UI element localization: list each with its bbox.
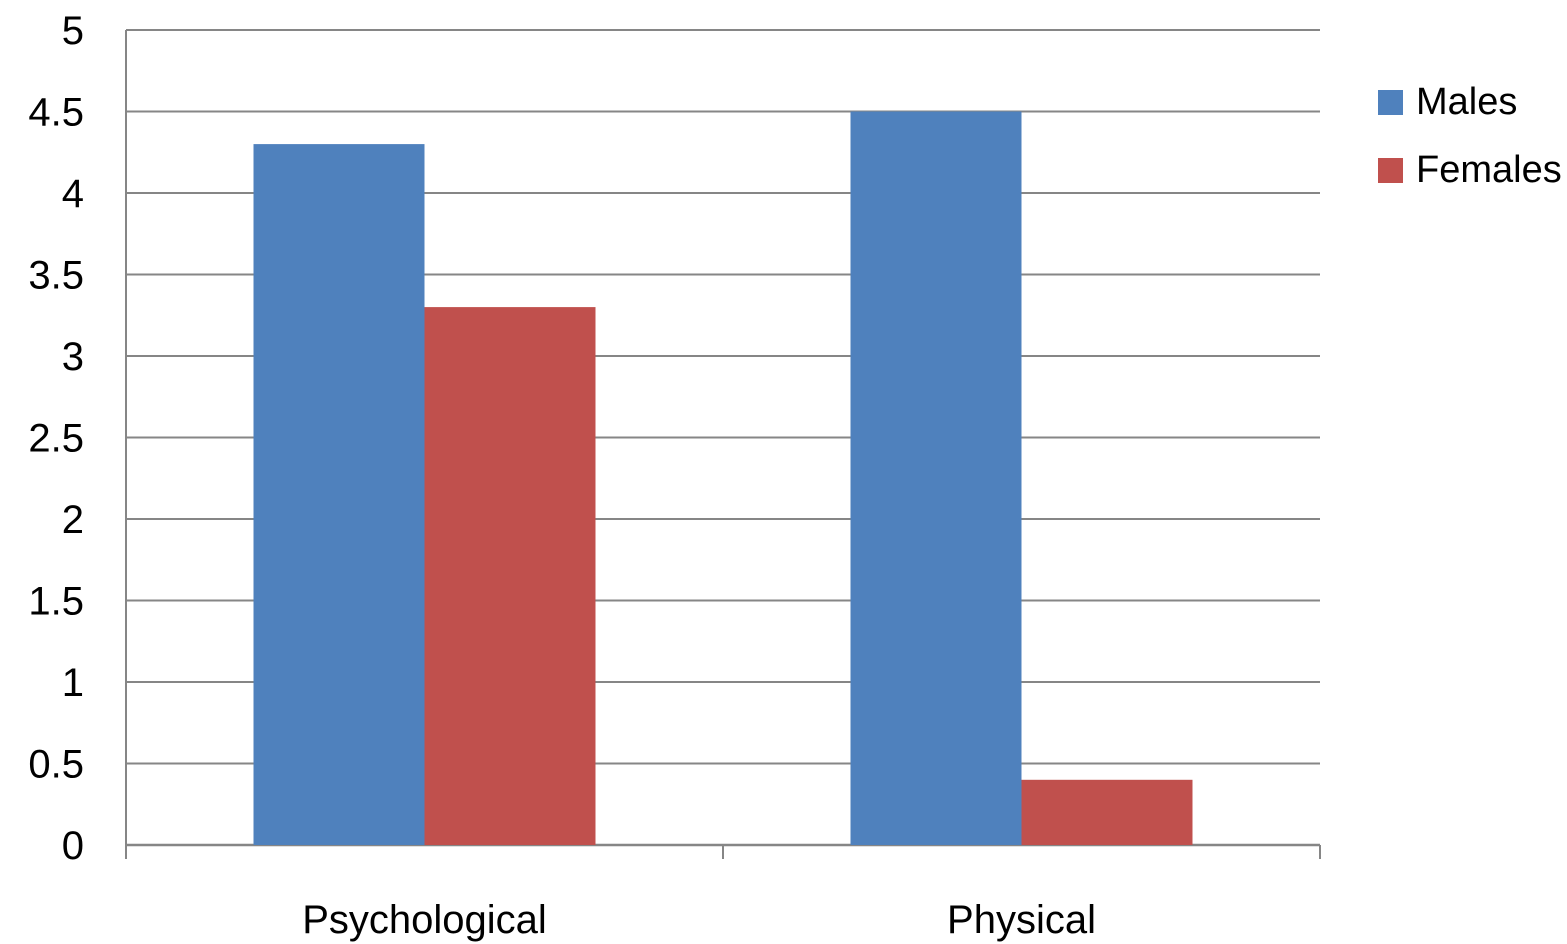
legend-label-males: Males xyxy=(1416,80,1518,123)
y-tick-label-0: 0 xyxy=(62,824,84,868)
y-tick-label-4.5: 4.5 xyxy=(28,91,84,135)
y-tick-label-1.5: 1.5 xyxy=(28,580,84,624)
x-tick-labels: Psychological Physical xyxy=(302,898,1096,942)
bars xyxy=(253,111,1193,846)
legend: Males Females xyxy=(1378,78,1562,214)
x-tick-label-psychological: Psychological xyxy=(302,898,547,942)
y-tick-labels: 0 0.5 1 1.5 2 2.5 3 3.5 4 4.5 5 xyxy=(28,9,84,868)
y-tick-label-1: 1 xyxy=(62,661,84,705)
y-tick-label-2: 2 xyxy=(62,498,84,542)
legend-label-females: Females xyxy=(1416,148,1562,191)
y-tick-label-3: 3 xyxy=(62,335,84,379)
legend-item-females: Females xyxy=(1378,146,1562,194)
y-tick-label-0.5: 0.5 xyxy=(28,743,84,787)
bar-males-physical xyxy=(850,111,1022,845)
y-tick-label-5: 5 xyxy=(62,9,84,53)
y-tick-label-4: 4 xyxy=(62,172,84,216)
bar-females-psychological xyxy=(424,307,596,846)
y-tick-label-2.5: 2.5 xyxy=(28,417,84,461)
x-tick-label-physical: Physical xyxy=(947,898,1096,942)
bar-males-psychological xyxy=(253,144,425,846)
legend-swatch-males xyxy=(1378,89,1403,115)
legend-swatch-females xyxy=(1378,157,1403,183)
legend-item-males: Males xyxy=(1378,78,1562,126)
bar-females-physical xyxy=(1021,779,1193,845)
y-tick-label-3.5: 3.5 xyxy=(28,254,84,298)
